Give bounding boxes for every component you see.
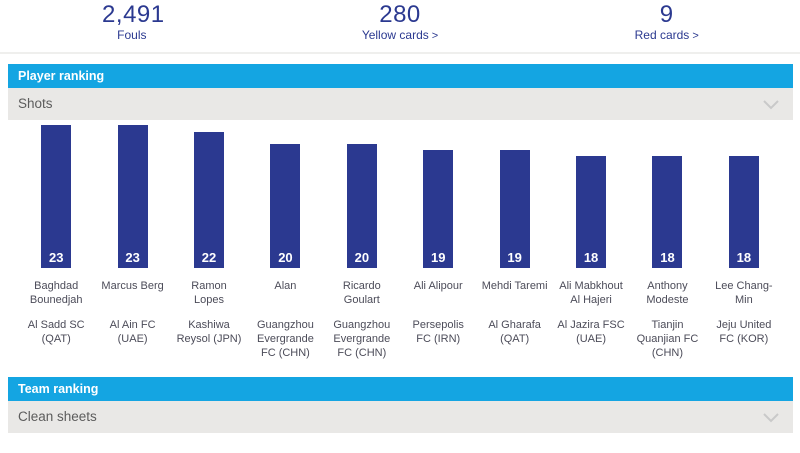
chart-column: 20 xyxy=(247,144,323,268)
chart-column: 22 xyxy=(171,132,247,268)
stat-yellow-cards: 280 Yellow cards > xyxy=(267,2,534,52)
player-team: Persepolis FC (IRN) xyxy=(412,319,464,345)
player-name: Baghdad Bounedjah xyxy=(29,280,83,306)
chart-bar: 23 xyxy=(117,125,148,268)
stat-fouls-label: Fouls xyxy=(0,28,267,42)
chart-bar: 18 xyxy=(576,156,607,268)
bars-row: 23 23 22 20 20 19 19 18 18 18 xyxy=(8,120,792,268)
bar-value-label: 23 xyxy=(125,250,140,265)
chevron-down-icon xyxy=(763,100,779,110)
player-name: Mehdi Taremi xyxy=(481,280,548,292)
stat-fouls-value: 2,491 xyxy=(102,1,165,28)
player-team: Tianjin Quanjian FC (CHN) xyxy=(636,319,699,359)
chart-column: 18 xyxy=(553,156,629,268)
bar-value-label: 20 xyxy=(278,250,293,265)
chart-bar: 20 xyxy=(346,144,377,268)
player-name: Alan xyxy=(274,280,297,292)
player-team: Al Jazira FSC (UAE) xyxy=(557,319,625,345)
player-names-row: Baghdad Bounedjah Marcus Berg Ramon Lopes A… xyxy=(8,279,792,309)
bar-value-label: 18 xyxy=(736,250,752,265)
chart-bar: 19 xyxy=(423,150,454,268)
player-stat-dropdown-value: Shots xyxy=(18,96,53,111)
bar-value-label: 18 xyxy=(660,250,675,265)
player-name: Ali Mabkhout Al Hajeri xyxy=(559,280,623,306)
chart-column: 23 xyxy=(94,125,170,268)
stat-red-cards-value: 9 xyxy=(659,1,674,28)
player-ranking-section: Player ranking Shots 23 23 22 20 20 19 19 18 18 1… xyxy=(0,64,800,364)
chart-bar: 22 xyxy=(194,132,225,268)
team-ranking-section: Team ranking Clean sheets xyxy=(0,377,800,433)
player-team: Al Ain FC (UAE) xyxy=(109,319,156,345)
player-team: Jeju United FC (KOR) xyxy=(716,319,772,345)
player-team: Guangzhou Evergrande FC (CHN) xyxy=(333,319,391,359)
player-team: Al Sadd SC (QAT) xyxy=(27,319,85,345)
stat-red-cards: 9 Red cards > xyxy=(533,2,800,52)
bar-value-label: 23 xyxy=(48,250,64,265)
stat-link-arrow: > xyxy=(431,30,439,42)
bar-value-label: 19 xyxy=(507,250,522,265)
chart-column: 18 xyxy=(629,156,705,268)
stat-yellow-cards-value: 280 xyxy=(379,1,421,28)
chart-bar: 19 xyxy=(499,150,530,268)
bar-value-label: 18 xyxy=(583,250,599,265)
team-names-row: Al Sadd SC (QAT) Al Ain FC (UAE) Kashiwa R… xyxy=(8,318,792,364)
chart-column: 20 xyxy=(324,144,400,268)
player-name: Ramon Lopes xyxy=(191,280,227,306)
player-name: Ricardo Goulart xyxy=(342,280,381,306)
player-ranking-header: Player ranking xyxy=(8,64,793,88)
stat-fouls: 2,491 Fouls xyxy=(0,2,267,52)
stat-label-text: Yellow cards xyxy=(361,28,429,42)
chart-column: 23 xyxy=(18,125,94,268)
chart-column: 19 xyxy=(476,150,552,268)
stat-label-text: Red cards xyxy=(634,28,690,42)
team-stat-dropdown[interactable]: Clean sheets xyxy=(8,401,793,433)
chart-column: 18 xyxy=(706,156,782,268)
player-team: Guangzhou Evergrande FC (CHN) xyxy=(256,319,314,359)
stats-summary-row: 2,491 Fouls 280 Yellow cards > 9 Red card… xyxy=(0,0,800,54)
bar-value-label: 22 xyxy=(201,250,217,265)
player-name: Anthony Modeste xyxy=(646,280,689,306)
chevron-down-icon xyxy=(763,413,779,423)
chart-column: 19 xyxy=(400,150,476,268)
bar-value-label: 20 xyxy=(354,250,370,265)
player-team: Al Gharafa (QAT) xyxy=(488,319,541,345)
chart-bar: 20 xyxy=(270,144,301,268)
stat-label-text: Fouls xyxy=(117,28,147,42)
stat-yellow-cards-link[interactable]: Yellow cards > xyxy=(267,28,534,42)
team-ranking-header: Team ranking xyxy=(8,377,793,401)
player-team: Kashiwa Reysol (JPN) xyxy=(176,319,242,345)
stat-link-arrow: > xyxy=(692,30,699,42)
player-name: Marcus Berg xyxy=(101,280,164,292)
stat-red-cards-link[interactable]: Red cards > xyxy=(533,28,800,42)
bar-value-label: 19 xyxy=(431,250,446,265)
player-name: Ali Alipour xyxy=(413,280,463,292)
team-stat-dropdown-value: Clean sheets xyxy=(18,409,97,424)
chart-bar: 18 xyxy=(728,156,759,268)
chart-bar: 18 xyxy=(652,156,683,268)
chart-bar: 23 xyxy=(41,125,72,268)
player-stat-dropdown[interactable]: Shots xyxy=(8,88,793,120)
player-name: Lee Chang-Min xyxy=(715,280,773,306)
